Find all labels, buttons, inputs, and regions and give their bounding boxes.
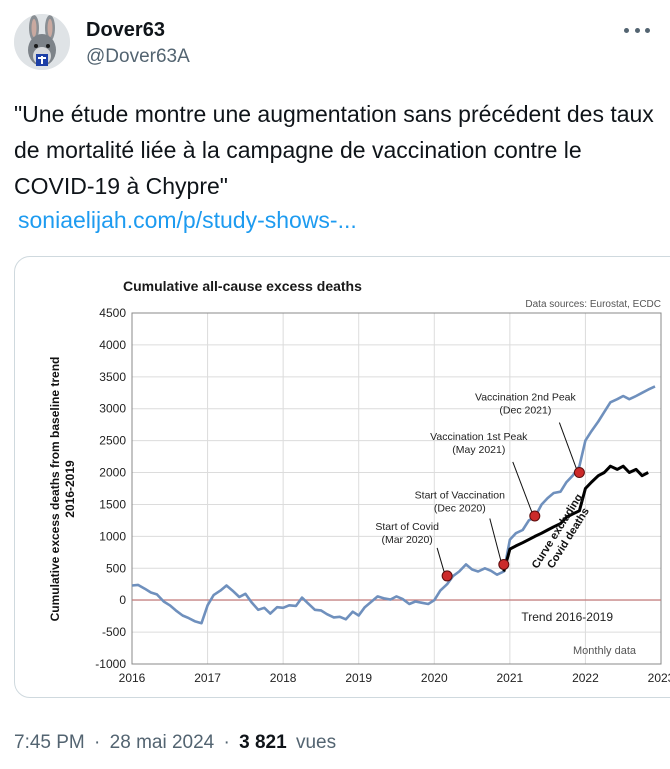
tweet-link[interactable]: soniaelijah.com/p/study-shows-...: [18, 207, 357, 233]
y-tick-label: 1500: [99, 497, 126, 511]
y-tick-label: 3000: [99, 402, 126, 416]
annotation-marker: [529, 510, 541, 522]
x-tick-label: 2022: [572, 671, 599, 685]
annotation-label: Start of Covid: [375, 521, 439, 533]
y-axis-title-line2: 2016-2019: [63, 460, 77, 518]
y-tick-label: 3500: [99, 370, 126, 384]
x-tick-label: 2019: [345, 671, 372, 685]
annotation-marker: [441, 570, 453, 582]
series-lines: [131, 385, 656, 625]
author-block: Dover63 @Dover63A: [86, 18, 190, 70]
x-tick-label: 2017: [194, 671, 221, 685]
annotation-date: (May 2021): [452, 444, 505, 456]
annotation-leader: [512, 461, 533, 513]
y-tick-label: 1000: [99, 529, 126, 543]
y-tick-label: 2500: [99, 434, 126, 448]
annotations: Start of Covid(Mar 2020) Start of Vaccina…: [375, 392, 585, 582]
y-axis: -1000 -500 0 500 1000 1500 2000 2500 3000 3500 400…: [95, 306, 126, 671]
dot-icon: [624, 27, 629, 33]
annotation-date: (Dec 2021): [499, 405, 551, 417]
dot-icon: [645, 27, 650, 33]
annotation-date: (Dec 2020): [434, 502, 486, 514]
y-tick-label: 500: [106, 561, 126, 575]
y-tick-label: -500: [102, 625, 126, 639]
tweet-meta: 7:45 PM · 28 mai 2024 · 3 821 vues: [14, 732, 340, 754]
annotation-label: Start of Vaccination: [415, 489, 505, 501]
y-axis-title: Cumulative excess deaths from baseline t…: [48, 357, 77, 622]
y-tick-label: -1000: [95, 657, 126, 671]
annotation-label: Vaccination 1st Peak: [430, 431, 528, 443]
y-axis-title-line1: Cumulative excess deaths from baseline t…: [48, 357, 62, 622]
annotation-date: (Mar 2020): [381, 534, 432, 546]
data-source: Data sources: Eurostat, ECDC: [525, 299, 661, 310]
separator: ·: [223, 732, 230, 753]
more-options-icon[interactable]: [624, 20, 650, 40]
y-tick-label: 4000: [99, 338, 126, 352]
annotation-leader: [489, 518, 502, 561]
x-tick-label: 2023: [648, 671, 670, 685]
annotation-leader: [436, 547, 445, 573]
display-name[interactable]: Dover63: [86, 19, 165, 41]
excess-deaths-chart: Cumulative all-cause excess deaths Data …: [48, 278, 670, 685]
handle[interactable]: @Dover63A: [86, 46, 190, 67]
x-tick-label: 2020: [421, 671, 448, 685]
x-axis: 2016 2017 2018 2019 2020 2021 2022 2023: [119, 671, 670, 685]
y-tick-label: 0: [119, 593, 126, 607]
annotation-leader: [558, 422, 577, 469]
x-tick-label: 2018: [270, 671, 297, 685]
trend-label: Trend 2016-2019: [521, 610, 613, 624]
y-tick-label: 4500: [99, 306, 126, 320]
separator: ·: [94, 732, 101, 753]
x-tick-label: 2021: [497, 671, 524, 685]
annotation-marker: [573, 467, 585, 479]
y-tick-label: 2000: [99, 466, 126, 480]
annotation-marker: [498, 558, 510, 570]
dot-icon: [634, 27, 640, 33]
chart-title: Cumulative all-cause excess deaths: [123, 278, 362, 294]
tweet-time[interactable]: 7:45 PM: [14, 732, 85, 753]
views-label: vues: [295, 732, 337, 753]
tweet-text: "Une étude montre une augmentation sans …: [14, 101, 654, 199]
series-excluding-covid: [502, 464, 649, 572]
chart-image[interactable]: Cumulative all-cause excess deaths Data …: [14, 256, 670, 698]
annotation-label: Vaccination 2nd Peak: [475, 392, 577, 404]
tweet-date[interactable]: 28 mai 2024: [109, 732, 215, 753]
avatar[interactable]: [14, 14, 70, 70]
plot-frame: [131, 312, 662, 665]
rabbit-avatar-icon: [14, 14, 70, 70]
views-count: 3 821: [239, 732, 287, 753]
x-tick-label: 2016: [119, 671, 146, 685]
series-all-cause: [131, 385, 656, 625]
monthly-label: Monthly data: [573, 645, 637, 657]
